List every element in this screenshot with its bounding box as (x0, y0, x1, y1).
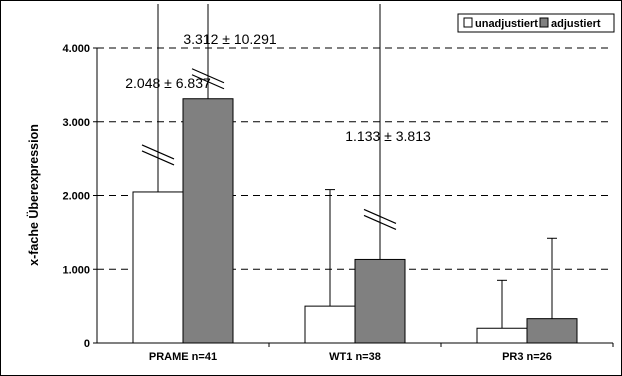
break-line (191, 74, 225, 90)
error-bars (141, 4, 557, 329)
y-tick-label: 0 (84, 338, 90, 350)
bar (476, 327, 528, 344)
value-annotation: 2.048 ± 6.837 (125, 75, 211, 91)
bar (182, 98, 234, 344)
break-line (141, 144, 175, 160)
legend-entry: adjustiert (551, 18, 601, 30)
legend: unadjustiert adjustiert (457, 13, 615, 33)
bar (526, 318, 578, 344)
y-tick-label: 2.000 (62, 191, 90, 203)
bars (132, 98, 578, 344)
x-tick-label: PRAME n=41 (149, 351, 217, 363)
break-line (363, 208, 397, 224)
break-line (141, 150, 175, 166)
value-annotation: 3.312 ± 10.291 (183, 31, 277, 47)
legend-entry: unadjustiert (475, 18, 538, 30)
y-tick-label: 1.000 (62, 264, 90, 276)
break-line (191, 68, 225, 84)
bar (304, 305, 356, 344)
break-mark (191, 68, 225, 90)
break-mark (141, 144, 175, 166)
y-tick-label: 4.000 (62, 43, 90, 55)
bar (132, 191, 184, 344)
x-tick-label: WT1 n=38 (329, 351, 381, 363)
value-annotation: 1.133 ± 3.813 (345, 128, 431, 144)
legend-swatch (539, 17, 549, 28)
y-tick-label: 3.000 (62, 117, 90, 129)
labels: 0 1.000 2.000 3.000 4.000 PRAME n=41 WT1 n=38 P… (62, 31, 551, 363)
x-tick-label: PR3 n=26 (502, 351, 552, 363)
axes (93, 47, 614, 347)
break-line (363, 214, 397, 230)
legend-swatch (463, 17, 473, 28)
break-mark (363, 208, 397, 230)
y-axis-label: x-fache Überexpression (26, 124, 41, 266)
bar (354, 258, 406, 344)
legend-box (457, 13, 615, 33)
